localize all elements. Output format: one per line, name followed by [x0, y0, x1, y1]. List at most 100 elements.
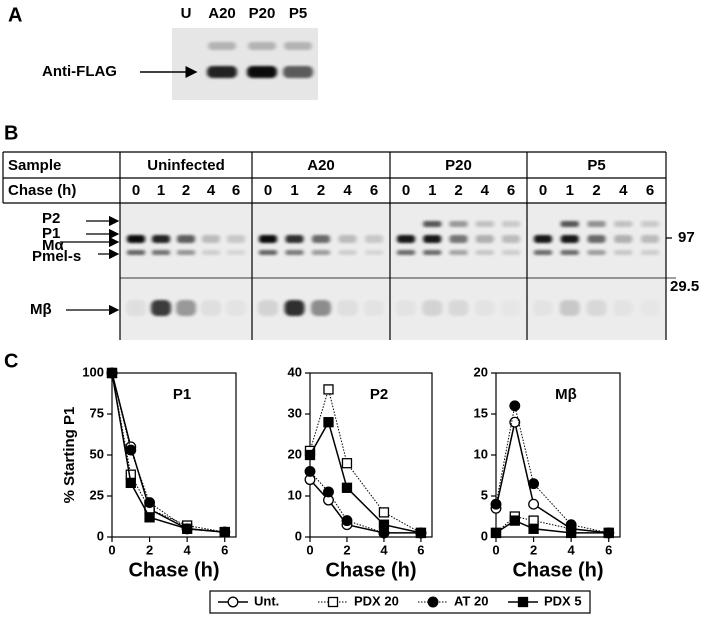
- marker: [219, 526, 230, 538]
- marker: [125, 444, 137, 456]
- panel-letter: A: [8, 4, 22, 26]
- legend-label: PDX 20: [354, 593, 399, 608]
- band: [338, 235, 357, 243]
- band: [227, 235, 245, 243]
- x-tick-label: 2: [530, 542, 537, 557]
- line: [309, 471, 421, 534]
- marker: [509, 515, 520, 526]
- lane-label: 0: [264, 182, 272, 199]
- y-tick-label: 50: [90, 446, 104, 461]
- line: [309, 387, 422, 534]
- band: [422, 300, 443, 316]
- marker: [323, 384, 334, 395]
- y-tick-label: 10: [474, 446, 488, 461]
- marker: [490, 498, 502, 510]
- lane-label: 0: [132, 182, 140, 199]
- mw-marker: 97: [678, 229, 695, 246]
- band: [247, 66, 277, 78]
- marker: [106, 367, 118, 379]
- lane-label: 1: [566, 182, 574, 199]
- band: [364, 300, 384, 316]
- lane-label: 0: [539, 182, 547, 199]
- y-tick-label: 20: [288, 446, 302, 461]
- x-axis-label: Chase (h): [128, 559, 219, 581]
- chart-title: Mβ: [555, 386, 577, 403]
- band: [641, 235, 659, 243]
- lane-label: 2: [454, 182, 462, 199]
- chart-title: P2: [370, 386, 388, 403]
- y-tick-label: 10: [288, 487, 302, 502]
- group-label: P20: [445, 157, 472, 174]
- marker: [144, 497, 156, 509]
- band: [365, 250, 383, 255]
- blot: [172, 28, 318, 100]
- y-tick-label: 25: [90, 487, 104, 502]
- band: [641, 221, 659, 227]
- band: [227, 250, 245, 255]
- band: [284, 42, 312, 50]
- band: [259, 250, 277, 255]
- band: [151, 300, 171, 316]
- x-tick-label: 0: [108, 542, 115, 557]
- y-tick-label: 0: [481, 528, 488, 543]
- header: Sample: [8, 157, 61, 174]
- marker: [378, 519, 390, 530]
- band: [613, 300, 633, 316]
- marker: [509, 416, 521, 428]
- y-tick-label: 0: [97, 528, 104, 543]
- legend-label: AT 20: [454, 593, 488, 608]
- gel: [120, 203, 666, 340]
- y-tick-label: 40: [288, 364, 302, 379]
- band: [475, 235, 494, 243]
- band: [475, 300, 495, 316]
- band: [152, 250, 170, 255]
- band: [423, 235, 442, 243]
- legend-label: Unt.: [254, 593, 279, 608]
- lane-label: 0: [402, 182, 410, 199]
- band-label: Anti-FLAG: [42, 63, 117, 80]
- lane-label: 1: [428, 182, 436, 199]
- band: [284, 300, 305, 316]
- line: [111, 372, 225, 533]
- marker: [125, 477, 136, 489]
- marker: [427, 596, 439, 608]
- lane-label: P5: [289, 5, 307, 22]
- lane-label: 6: [370, 182, 378, 199]
- lane-label: 2: [592, 182, 600, 199]
- lane-label: P20: [249, 5, 276, 22]
- band: [208, 42, 236, 50]
- x-tick-label: 6: [605, 542, 612, 557]
- x-tick-label: 6: [221, 542, 228, 557]
- marker: [327, 596, 339, 608]
- marker: [566, 527, 577, 539]
- x-tick-label: 4: [184, 542, 192, 557]
- lane-label: 6: [507, 182, 515, 199]
- band-label: Mβ: [30, 301, 52, 318]
- marker: [378, 507, 390, 518]
- x-tick-label: 0: [306, 542, 313, 557]
- lane-label: 6: [232, 182, 240, 199]
- band: [560, 250, 579, 255]
- marker: [603, 527, 614, 539]
- chart-title: P1: [173, 386, 191, 403]
- band: [202, 250, 220, 255]
- band: [449, 235, 468, 243]
- band: [152, 235, 170, 243]
- band: [534, 235, 552, 243]
- lane-label: 2: [182, 182, 190, 199]
- band: [614, 250, 633, 255]
- group-label: P5: [587, 157, 605, 174]
- band: [533, 300, 553, 316]
- band: [202, 235, 220, 243]
- marker: [304, 449, 316, 461]
- series: [304, 417, 427, 539]
- lane-label: 1: [290, 182, 298, 199]
- y-tick-label: 5: [481, 487, 488, 502]
- band: [449, 250, 468, 255]
- band: [560, 221, 579, 227]
- marker: [304, 465, 316, 477]
- band: [258, 300, 278, 316]
- x-tick-label: 2: [146, 542, 153, 557]
- series: [304, 465, 427, 539]
